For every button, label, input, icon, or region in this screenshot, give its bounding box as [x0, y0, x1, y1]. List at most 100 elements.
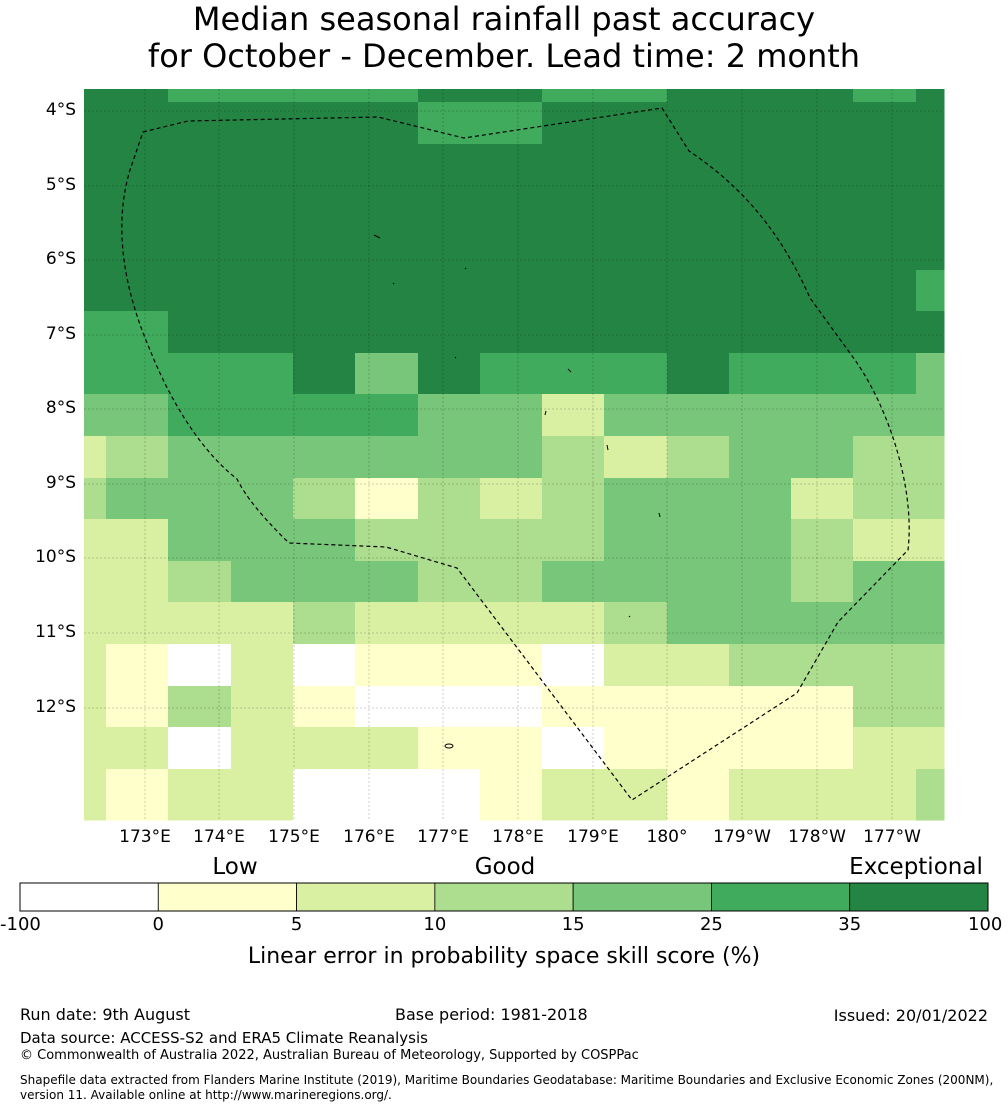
- skill-cell: [293, 228, 356, 271]
- skill-cell: [293, 270, 356, 312]
- skill-cell: [480, 686, 543, 728]
- skill-cell: [418, 394, 481, 437]
- skill-cell: [480, 102, 543, 145]
- colorbar-tick-label: 100: [968, 914, 1003, 935]
- lon-label: 173°E: [119, 827, 171, 847]
- skill-cell: [231, 436, 294, 479]
- skill-cell: [853, 394, 917, 437]
- skill-cell: [604, 478, 668, 520]
- skill-cell: [791, 478, 854, 520]
- skill-cell: [667, 311, 730, 354]
- skill-cell: [168, 478, 232, 520]
- skill-cell: [293, 353, 356, 395]
- skill-cell: [916, 644, 945, 687]
- skill-cell: [542, 519, 605, 562]
- skill-cell: [480, 644, 543, 687]
- skill-cell: [418, 436, 481, 479]
- skill-cell: [480, 602, 543, 645]
- skill-cell: [231, 602, 294, 645]
- skill-cell: [604, 686, 668, 728]
- skill-cell: [480, 144, 543, 187]
- skill-cell: [106, 644, 169, 687]
- skill-cell: [916, 228, 945, 271]
- skill-cell: [231, 144, 294, 187]
- skill-cell: [293, 102, 356, 145]
- skill-cell: [729, 686, 792, 728]
- skill-cell: [355, 270, 419, 312]
- skill-cell: [667, 270, 730, 312]
- skill-cell: [729, 144, 792, 187]
- skill-cell: [542, 186, 605, 229]
- skill-cell: [853, 186, 917, 229]
- colorbar-segment: [19, 882, 159, 912]
- skill-cell: [168, 561, 232, 603]
- skill-cell: [355, 727, 419, 770]
- skill-cell: [729, 436, 792, 479]
- skill-cell: [667, 602, 730, 645]
- skill-cell: [916, 89, 945, 103]
- skill-cell: [729, 561, 792, 603]
- skill-cell: [355, 686, 419, 728]
- lat-label: 8°S: [45, 398, 76, 418]
- skill-cell: [791, 186, 854, 229]
- skill-cell: [231, 644, 294, 687]
- colorbar-label: Linear error in probability space skill …: [247, 944, 761, 969]
- skill-cell: [729, 727, 792, 770]
- skill-cell: [231, 727, 294, 770]
- skill-cell: [916, 186, 945, 229]
- skill-cell: [418, 686, 481, 728]
- lat-label: 5°S: [45, 175, 76, 195]
- skill-cell: [853, 228, 917, 271]
- skill-cell: [480, 228, 543, 271]
- skill-grid-cells: [84, 89, 945, 821]
- skill-cell: [667, 644, 730, 687]
- skill-cell: [231, 311, 294, 354]
- skill-cell: [791, 561, 854, 603]
- skill-cell: [542, 561, 605, 603]
- skill-cell: [293, 519, 356, 562]
- skill-cell: [293, 394, 356, 437]
- skill-cell: [542, 686, 605, 728]
- skill-cell: [84, 228, 107, 271]
- skill-cell: [168, 89, 232, 103]
- island-mark: [373, 234, 381, 239]
- skill-cell: [542, 394, 605, 437]
- skill-cell: [916, 561, 945, 603]
- skill-cell: [168, 228, 232, 271]
- skill-cell: [542, 727, 605, 770]
- skill-cell: [853, 102, 917, 145]
- skill-cell: [293, 311, 356, 354]
- skill-cell: [667, 727, 730, 770]
- skill-cell: [729, 353, 792, 395]
- skill-cell: [168, 686, 232, 728]
- colorbar-tick-label: 0: [152, 914, 165, 935]
- skill-cell: [791, 686, 854, 728]
- lon-label: 179°W: [713, 827, 771, 847]
- colorbar-segment: [849, 882, 989, 912]
- skill-cell: [418, 353, 481, 395]
- skill-cell: [168, 519, 232, 562]
- island-mark: [444, 743, 454, 749]
- lon-label: 178°W: [788, 827, 846, 847]
- skill-cell: [542, 89, 605, 103]
- skill-cell: [480, 769, 543, 821]
- skill-cell: [106, 478, 169, 520]
- skill-cell: [791, 89, 854, 103]
- skill-cell: [604, 394, 668, 437]
- island-marks: [373, 234, 661, 749]
- skill-cell: [667, 89, 730, 103]
- colorbar-segment: [711, 882, 851, 912]
- skill-cell: [418, 602, 481, 645]
- skill-cell: [729, 270, 792, 312]
- skill-cell: [667, 353, 730, 395]
- skill-cell: [106, 394, 169, 437]
- skill-cell: [84, 436, 107, 479]
- skill-cell: [729, 311, 792, 354]
- skill-cell: [853, 686, 917, 728]
- skill-cell: [84, 89, 107, 103]
- skill-cell: [106, 89, 169, 103]
- skill-cell: [604, 727, 668, 770]
- skill-cell: [853, 727, 917, 770]
- lon-label: 177°W: [863, 827, 921, 847]
- colorbar-tick-label: 10: [423, 914, 447, 935]
